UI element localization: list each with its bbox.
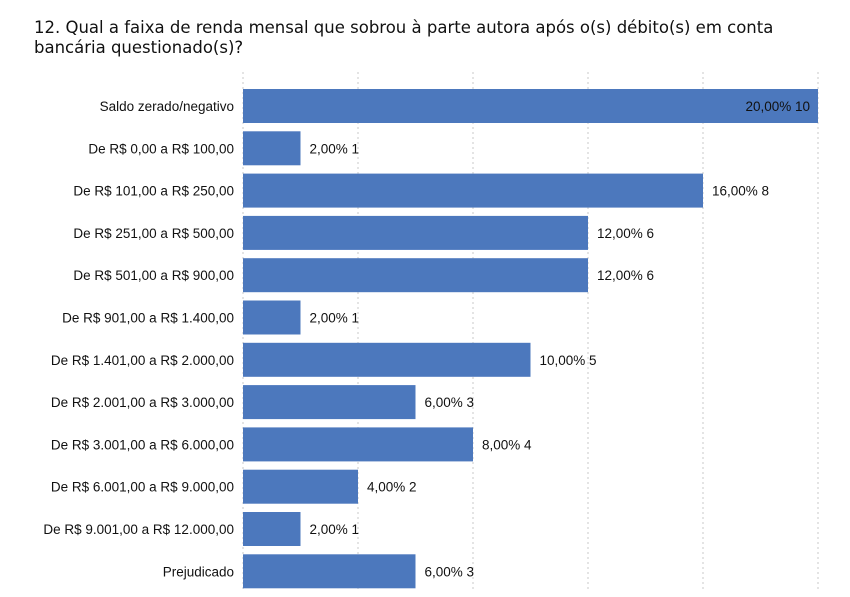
category-label: De R$ 9.001,00 a R$ 12.000,00 (43, 522, 234, 537)
data-label: 8,00% 4 (482, 437, 532, 452)
data-label: 20,00% 10 (745, 99, 810, 114)
bar (243, 512, 301, 546)
data-label: 12,00% 6 (597, 226, 654, 241)
chart-title: 12. Qual a faixa de renda mensal que sob… (34, 18, 774, 57)
bar (243, 427, 473, 462)
category-label: De R$ 101,00 a R$ 250,00 (73, 184, 234, 199)
data-label: 10,00% 5 (540, 353, 597, 368)
category-label: De R$ 3.001,00 a R$ 6.000,00 (51, 437, 234, 452)
bar (243, 300, 301, 335)
category-label: De R$ 6.001,00 a R$ 9.000,00 (51, 480, 234, 495)
bar (243, 131, 301, 166)
category-label: De R$ 0,00 a R$ 100,00 (88, 141, 234, 156)
bar (243, 173, 703, 208)
bar (243, 342, 531, 377)
bar (243, 215, 588, 250)
bar (243, 385, 416, 420)
bar (243, 554, 416, 589)
bar (243, 469, 358, 504)
category-label: De R$ 251,00 a R$ 500,00 (73, 226, 234, 241)
data-label: 2,00% 1 (310, 141, 360, 156)
data-label: 12,00% 6 (597, 268, 654, 283)
category-label: De R$ 2.001,00 a R$ 3.000,00 (51, 395, 234, 410)
category-label: De R$ 1.401,00 a R$ 2.000,00 (51, 353, 234, 368)
data-label: 2,00% 1 (310, 311, 360, 326)
category-label: Saldo zerado/negativo (100, 99, 234, 114)
data-label: 4,00% 2 (367, 480, 417, 495)
data-label: 6,00% 3 (425, 564, 475, 579)
data-label: 6,00% 3 (425, 395, 475, 410)
data-label: 2,00% 1 (310, 522, 360, 537)
category-label: De R$ 501,00 a R$ 900,00 (73, 268, 234, 283)
category-label: Prejudicado (163, 564, 234, 579)
bar (243, 258, 588, 293)
bar (243, 89, 818, 123)
category-label: De R$ 901,00 a R$ 1.400,00 (62, 311, 234, 326)
data-label: 16,00% 8 (712, 184, 769, 199)
